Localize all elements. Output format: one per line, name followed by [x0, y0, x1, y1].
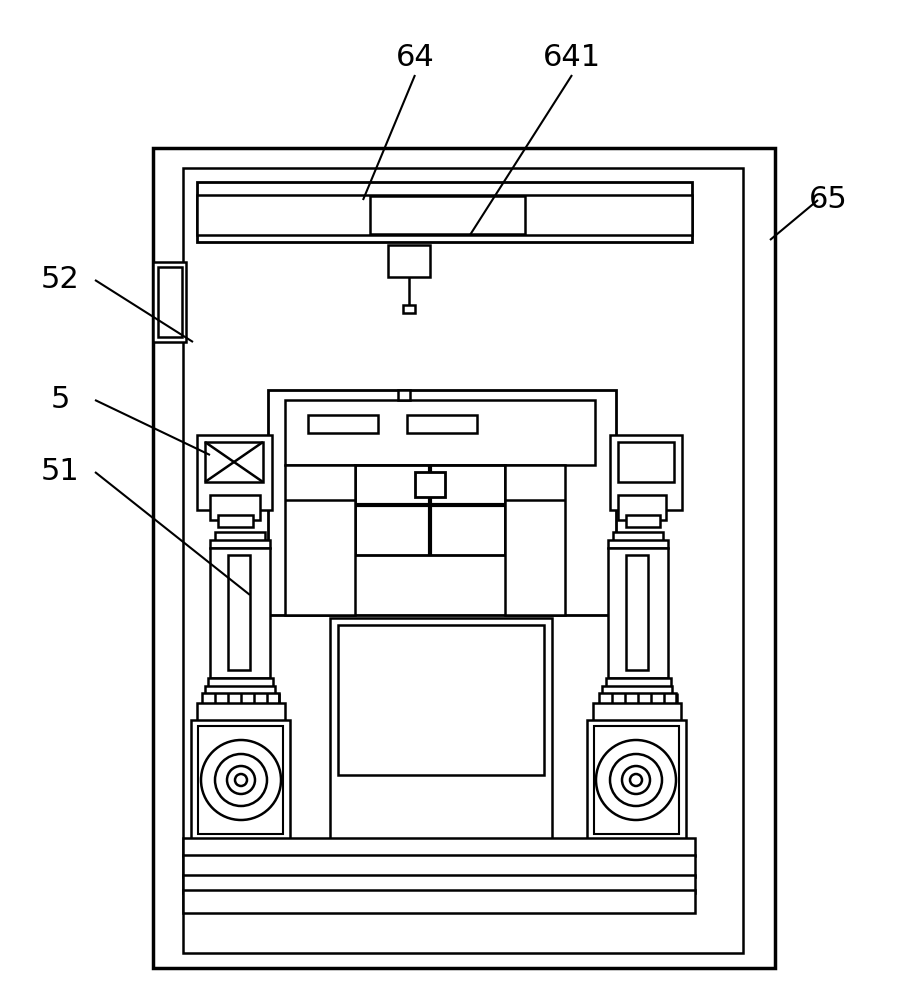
Circle shape	[622, 766, 650, 794]
Bar	[613, 532, 663, 542]
Bar	[183, 890, 695, 913]
Text: 65: 65	[809, 186, 847, 215]
Text: 5: 5	[50, 385, 70, 414]
Bar	[330, 618, 552, 840]
Bar	[205, 686, 275, 694]
Bar	[594, 726, 679, 834]
Bar	[415, 472, 445, 497]
Bar	[153, 148, 775, 968]
Bar	[197, 195, 692, 235]
Bar	[183, 168, 743, 953]
Bar	[606, 678, 671, 688]
Bar	[197, 435, 272, 510]
Bar	[618, 495, 666, 520]
Bar	[183, 875, 695, 893]
Bar	[210, 540, 270, 548]
Text: 641: 641	[543, 42, 601, 72]
Circle shape	[596, 740, 676, 820]
Bar	[626, 555, 648, 670]
Bar	[599, 693, 676, 705]
Bar	[210, 548, 270, 678]
Text: 51: 51	[40, 458, 80, 487]
Bar	[398, 390, 410, 400]
Circle shape	[201, 740, 281, 820]
Bar	[191, 720, 290, 840]
Text: 52: 52	[40, 265, 80, 294]
Bar	[215, 532, 265, 542]
Bar	[210, 495, 260, 520]
Bar	[403, 305, 415, 313]
Bar	[183, 855, 695, 877]
Bar	[198, 726, 283, 834]
Bar	[268, 390, 616, 615]
Bar	[338, 625, 544, 775]
Bar	[626, 515, 660, 527]
Bar	[158, 267, 182, 337]
Bar	[355, 465, 505, 555]
Bar	[285, 400, 595, 465]
Bar	[197, 703, 285, 721]
Bar	[505, 465, 565, 615]
Circle shape	[610, 754, 662, 806]
Bar	[407, 415, 477, 433]
Bar	[618, 442, 674, 482]
Bar	[308, 415, 378, 433]
Bar	[370, 196, 525, 234]
Bar	[388, 245, 430, 277]
Circle shape	[235, 774, 247, 786]
Bar	[608, 540, 668, 548]
Bar	[202, 693, 279, 705]
Bar	[228, 555, 250, 670]
Bar	[218, 515, 253, 527]
Bar	[208, 678, 273, 688]
Bar	[608, 548, 668, 678]
Bar	[593, 703, 681, 721]
Bar	[153, 262, 186, 342]
Circle shape	[227, 766, 255, 794]
Bar	[610, 435, 682, 510]
Bar	[587, 720, 686, 840]
Bar	[602, 686, 672, 694]
Bar	[183, 838, 695, 856]
Text: 64: 64	[395, 42, 435, 72]
Circle shape	[215, 754, 267, 806]
Bar	[197, 182, 692, 242]
Bar	[285, 465, 355, 615]
Bar	[205, 442, 263, 482]
Circle shape	[630, 774, 642, 786]
